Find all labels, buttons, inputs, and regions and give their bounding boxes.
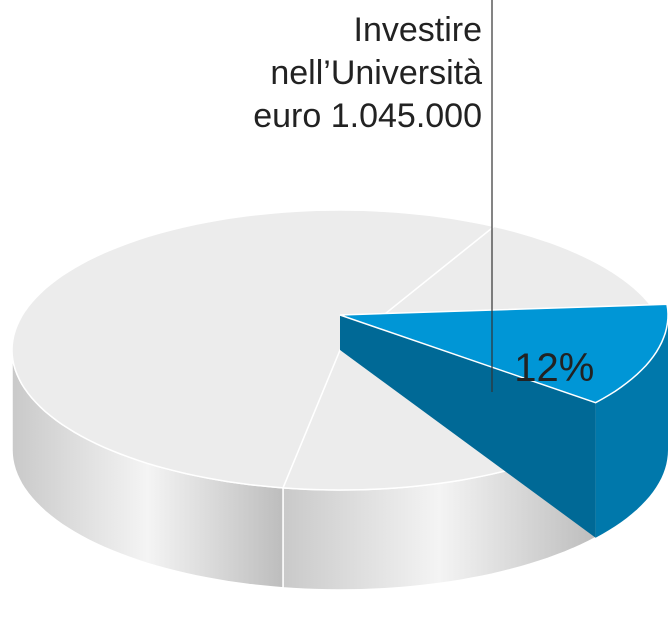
annotation-line: nell’Università: [270, 54, 482, 92]
value-label: 12%: [514, 346, 594, 390]
slice-side: [595, 315, 668, 538]
slice: [339, 303, 669, 404]
slice-cut: [340, 315, 596, 538]
pie: [11, 209, 669, 591]
annotation-line: euro 1.045.000: [253, 97, 482, 135]
annotation-line: Investire: [354, 11, 483, 49]
slice: [11, 209, 496, 489]
